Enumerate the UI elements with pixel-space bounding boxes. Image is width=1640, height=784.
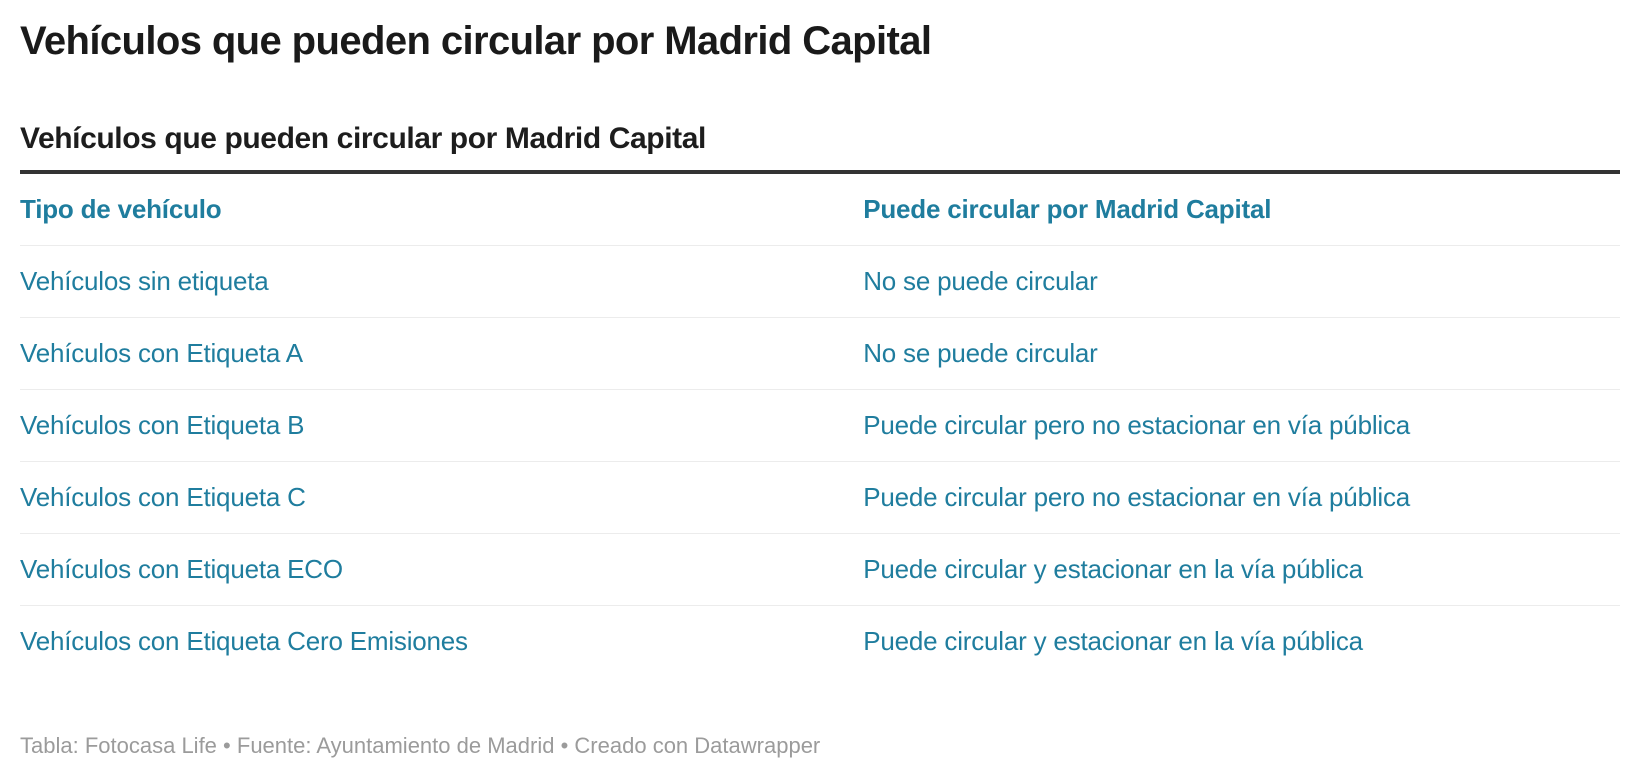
table-row: Vehículos con Etiqueta A No se puede cir… (20, 317, 1620, 390)
source-credit-link[interactable]: Ayuntamiento de Madrid (316, 733, 555, 758)
cell-vehicle-type: Vehículos con Etiqueta C (20, 461, 864, 534)
cell-circulation-status: No se puede circular (863, 245, 1620, 318)
cell-vehicle-type: Vehículos con Etiqueta ECO (20, 533, 864, 606)
cell-vehicle-type: Vehículos con Etiqueta A (20, 317, 864, 390)
separator-dot: • (560, 733, 569, 758)
cell-vehicle-type: Vehículos con Etiqueta B (20, 389, 864, 462)
table-row: Vehículos con Etiqueta Cero Emisiones Pu… (20, 606, 1620, 678)
cell-circulation-status: No se puede circular (863, 317, 1620, 390)
cell-vehicle-type: Vehículos con Etiqueta Cero Emisiones (20, 626, 468, 656)
cell-circulation-status: Puede circular pero no estacionar en vía… (863, 389, 1620, 462)
table-row: Vehículos con Etiqueta C Puede circular … (20, 461, 1620, 534)
created-with-label: Creado con (574, 733, 689, 758)
attribution-footer: Tabla: Fotocasa Life • Fuente: Ayuntamie… (20, 733, 1620, 759)
table-title: Vehículos que pueden circular por Madrid… (20, 122, 1620, 174)
source-credit-label: Fuente: (236, 733, 312, 758)
column-header-tipo-de-vehiculo: Tipo de vehículo (20, 174, 864, 246)
table-header-row: Tipo de vehículo Puede circular por Madr… (20, 174, 1620, 246)
table-row: Vehículos sin etiqueta No se puede circu… (20, 245, 1620, 318)
cell-circulation-status: Puede circular pero no estacionar en vía… (863, 461, 1620, 534)
cell-vehicle-type: Vehículos sin etiqueta (20, 245, 864, 318)
table-credit-label: Tabla: (20, 733, 79, 758)
cell-circulation-status: Puede circular y estacionar en la vía pú… (863, 533, 1620, 606)
cell-circulation-status: Puede circular y estacionar en la vía pú… (863, 626, 1363, 656)
table-row: Vehículos con Etiqueta ECO Puede circula… (20, 533, 1620, 606)
table-credit-link[interactable]: Fotocasa Life (84, 733, 217, 758)
vehicles-table: Tipo de vehículo Puede circular por Madr… (20, 174, 1620, 677)
table-row: Vehículos con Etiqueta B Puede circular … (20, 389, 1620, 462)
column-header-puede-circular: Puede circular por Madrid Capital (863, 174, 1620, 246)
page-title: Vehículos que pueden circular por Madrid… (20, 19, 932, 63)
separator-dot: • (223, 733, 231, 758)
datawrapper-link[interactable]: Datawrapper (694, 733, 821, 758)
